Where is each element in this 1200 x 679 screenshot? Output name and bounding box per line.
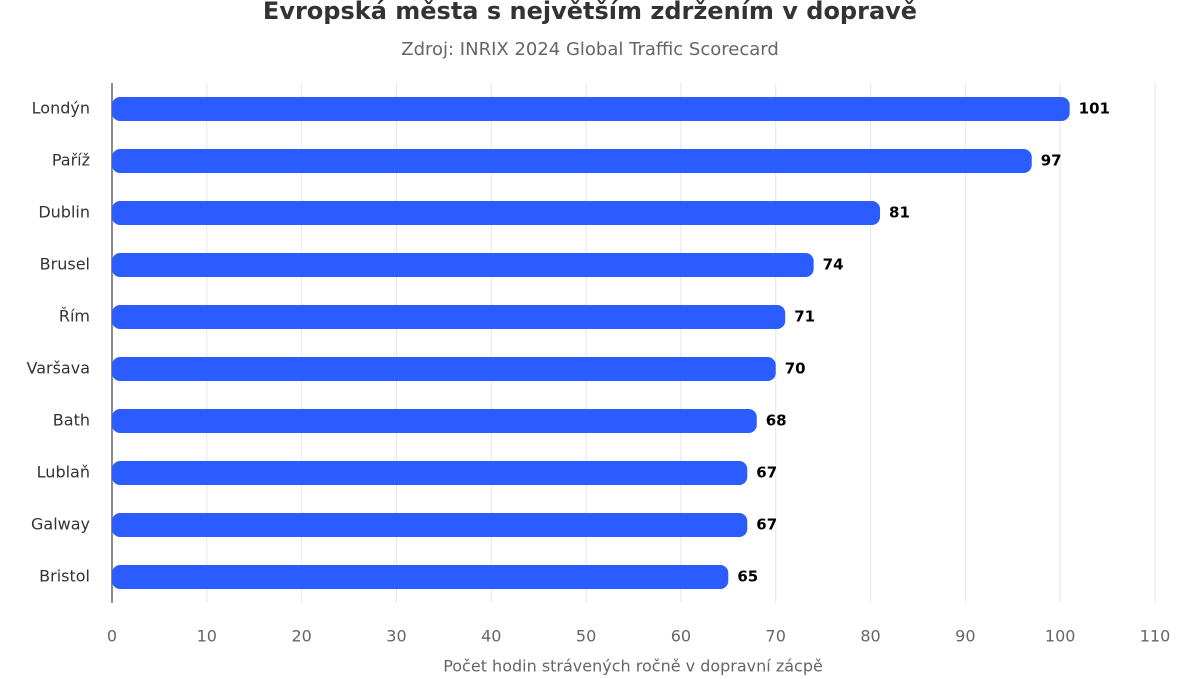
chart-subtitle: Zdroj: INRIX 2024 Global Traffic Scoreca… [401,39,779,60]
data-label: 70 [785,360,806,378]
y-tick-label: Bristol [39,567,90,586]
x-axis-label: Počet hodin strávených ročně v dopravní … [443,657,823,676]
chart-title: Evropská města s největším zdržením v do… [263,0,917,25]
data-label: 74 [823,256,844,274]
data-label: 71 [794,308,815,326]
data-label: 68 [766,412,787,430]
x-tick-label: 70 [766,627,786,646]
x-tick-label: 110 [1140,627,1171,646]
x-tick-label: 60 [671,627,691,646]
y-tick-label: Varšava [27,359,91,378]
y-tick-label: Paříž [52,151,90,170]
bar [112,513,748,537]
data-label: 97 [1041,152,1062,170]
bar [112,409,757,433]
bar [112,149,1032,173]
x-tick-label: 10 [197,627,217,646]
data-label: 65 [737,568,758,586]
y-tick-label: Londýn [32,99,90,118]
bar [112,97,1070,121]
bar [112,201,881,225]
data-label: 67 [756,516,777,534]
x-tick-label: 50 [576,627,596,646]
bar [112,565,729,589]
x-tick-label: 20 [291,627,311,646]
y-tick-label: Galway [31,515,90,534]
y-tick-label: Bath [53,411,90,430]
data-label: 81 [889,204,910,222]
x-tick-label: 80 [860,627,880,646]
x-tick-label: 30 [386,627,406,646]
y-tick-label: Lublaň [37,463,90,482]
data-label: 67 [756,464,777,482]
bar [112,461,748,485]
y-tick-label: Řím [59,307,90,326]
y-tick-label: Dublin [38,203,90,222]
x-tick-label: 0 [107,627,117,646]
y-tick-label: Brusel [40,255,90,274]
data-label: 101 [1079,100,1110,118]
x-tick-label: 90 [955,627,975,646]
bar [112,253,814,277]
x-tick-label: 100 [1045,627,1076,646]
bar [112,357,776,381]
x-tick-label: 40 [481,627,501,646]
bar [112,305,786,329]
